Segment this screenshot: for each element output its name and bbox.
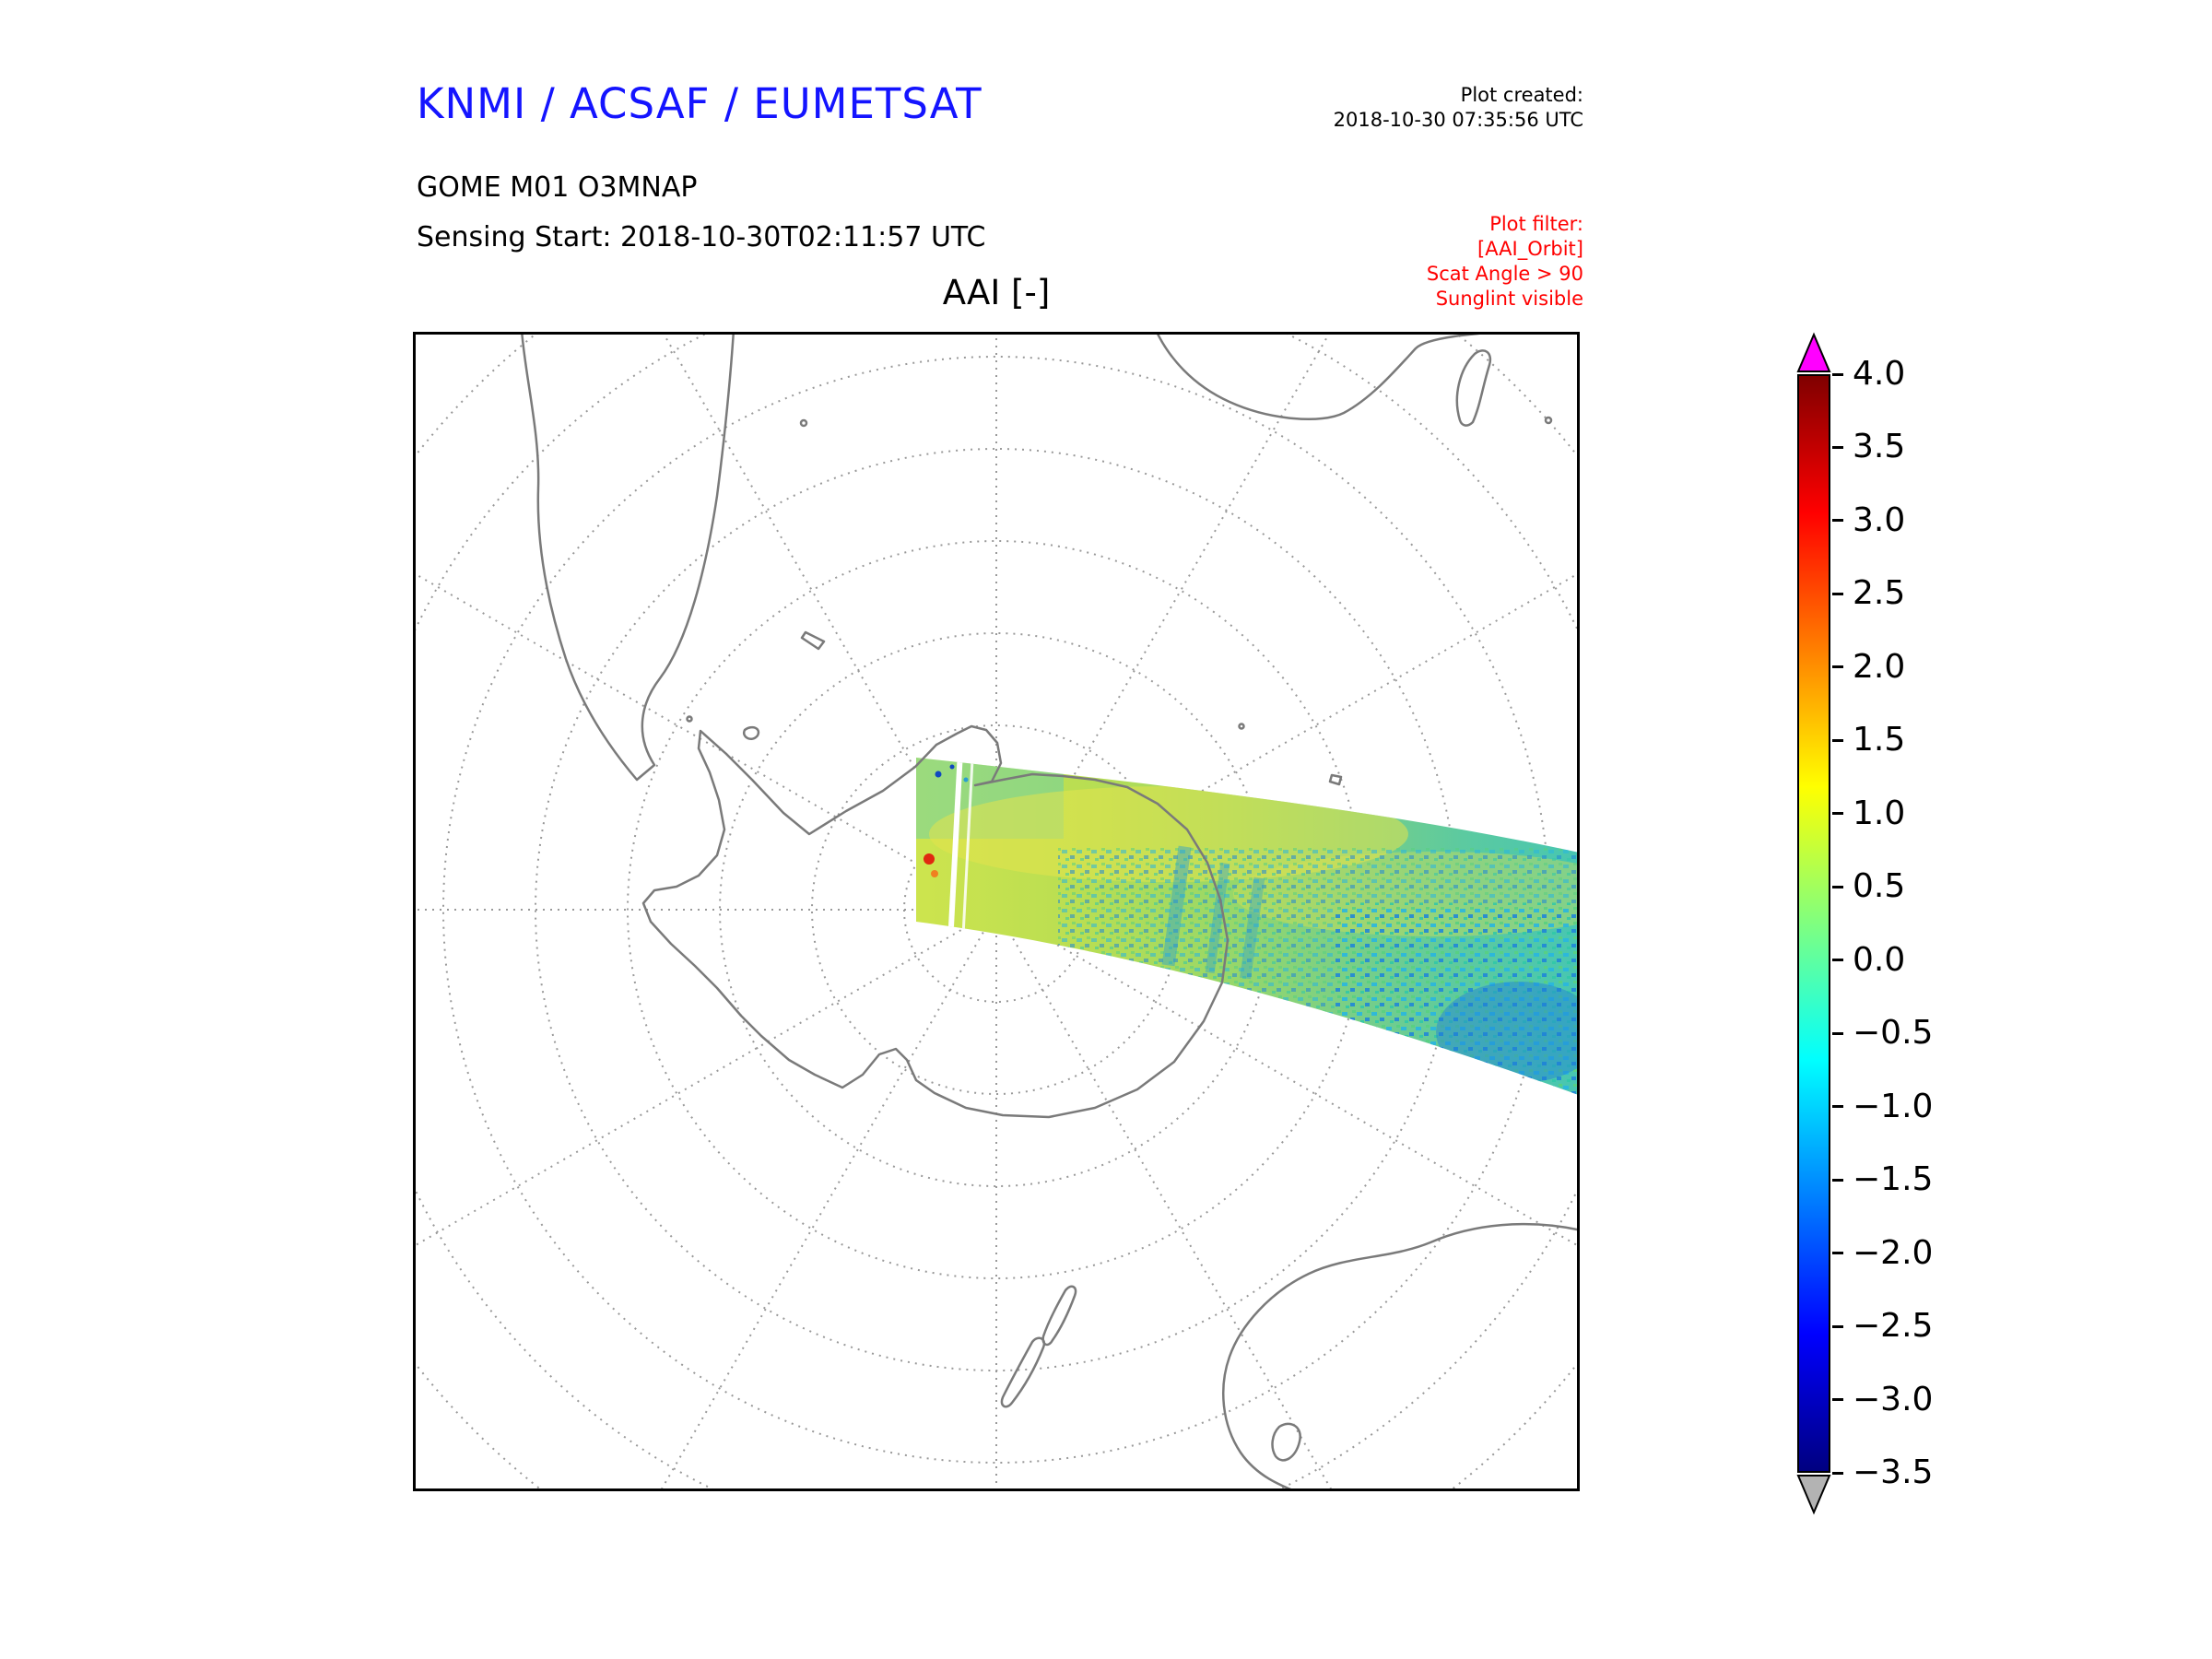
coastline-africa [1155, 332, 1511, 420]
colorbar-tick: 3.5 [1832, 430, 1905, 464]
island-dot [686, 715, 693, 723]
colorbar-tick: 2.0 [1832, 650, 1905, 684]
colorbar-under-arrow [1796, 1475, 1831, 1515]
plot-filter-line: Scat Angle > 90 [1426, 263, 1583, 285]
plot-filter-line: [AAI_Orbit] [1477, 238, 1583, 260]
plot-filter-line: Plot filter: [1489, 213, 1583, 235]
product-title: GOME M01 O3MNAP [417, 171, 698, 204]
island-new-zealand-south [1000, 1336, 1046, 1408]
colorbar-tick: −3.5 [1832, 1456, 1933, 1489]
island-madagascar [1455, 349, 1492, 427]
plot-filter: Plot filter: [AAI_Orbit] Scat Angle > 90… [1427, 212, 1583, 312]
island-south-georgia [800, 630, 826, 651]
plot-created: Plot created: 2018-10-30 07:35:56 UTC [1334, 83, 1583, 133]
coastline-south-america [520, 332, 735, 782]
colorbar-tick: −2.5 [1832, 1310, 1933, 1343]
colorbar-tick: 4.0 [1832, 358, 1905, 391]
colorbar-under-arrow-shape [1796, 1475, 1831, 1515]
colorbar-ticks: 4.0 3.5 3.0 2.5 2.0 1.5 1.0 0.5 0.0 −0.5 −1.0 −1.5 −… [1832, 358, 2044, 1489]
colorbar-tick: 1.0 [1832, 796, 1905, 830]
map-canvas [413, 332, 1580, 1491]
colorbar-tick: 0.5 [1832, 870, 1905, 903]
coastlines [520, 332, 1580, 1491]
island-falkland [742, 725, 760, 740]
plot-filter-line: Sunglint visible [1435, 288, 1583, 310]
island-tasmania [1271, 1422, 1301, 1462]
colorbar-tick: 1.5 [1832, 724, 1905, 757]
org-title: KNMI / ACSAF / EUMETSAT [417, 79, 982, 128]
island-crozet [1238, 723, 1245, 730]
colorbar-tick: −2.0 [1832, 1236, 1933, 1270]
colorbar-bar [1797, 374, 1830, 1473]
coastline-australia [1222, 1222, 1580, 1491]
plot-created-value: 2018-10-30 07:35:56 UTC [1333, 109, 1583, 131]
colorbar-tick: 0.0 [1832, 943, 1905, 977]
data-swath [916, 758, 1580, 1097]
island-new-zealand-north [1041, 1285, 1077, 1347]
colorbar-tick: −3.0 [1832, 1382, 1933, 1417]
island-dot [1544, 416, 1553, 425]
colorbar-over-arrow [1796, 332, 1831, 372]
map-panel [413, 332, 1580, 1491]
colorbar-over-arrow-shape [1796, 332, 1831, 372]
colorbar: 4.0 3.5 3.0 2.5 2.0 1.5 1.0 0.5 0.0 −0.5 −1.0 −1.5 −… [1795, 332, 2072, 1521]
island-dot [799, 418, 808, 428]
plot-title: AAI [-] [942, 273, 1051, 312]
colorbar-tick: −1.5 [1832, 1163, 1933, 1196]
colorbar-tick: −1.0 [1832, 1089, 1933, 1124]
island-kerguelen [1328, 773, 1343, 786]
coastline-antarctica [641, 724, 1230, 1119]
colorbar-tick: 3.0 [1832, 503, 1905, 537]
colorbar-tick: −0.5 [1832, 1017, 1933, 1050]
map-frame [413, 332, 1580, 1491]
sensing-start: Sensing Start: 2018-10-30T02:11:57 UTC [417, 221, 986, 253]
colorbar-tick: 2.5 [1832, 577, 1905, 610]
plot-created-label: Plot created: [1460, 84, 1583, 106]
